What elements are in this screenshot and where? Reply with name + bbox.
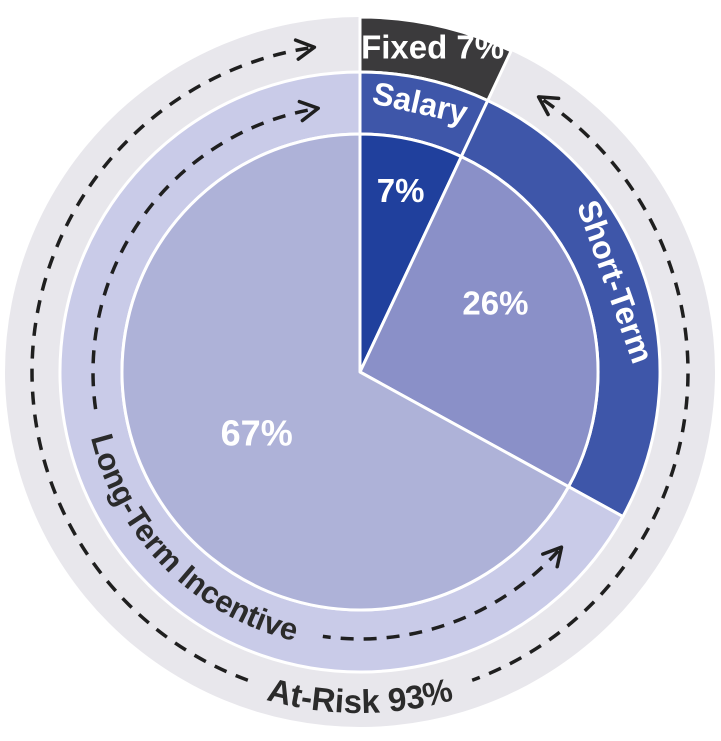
at-risk-arrow-clockwise-icon: [293, 38, 317, 61]
long-term-arrow-counterclockwise-icon: [541, 545, 564, 569]
long-term-value-label: 67%: [221, 413, 293, 454]
salary-value-label: 7%: [377, 172, 425, 209]
at-risk-arrow-counterclockwise-icon: [536, 95, 561, 117]
pie-slice-salary: [358, 132, 463, 374]
at-risk-dash-arc-right: [471, 98, 690, 682]
short-term-value-label: 26%: [462, 285, 528, 322]
long-term-dash-arc-bottom: [322, 549, 560, 641]
fixed-label: Fixed 7%: [361, 29, 504, 66]
long-term-dash-arc-left: [91, 107, 314, 410]
long-term-arrow-clockwise-icon: [297, 99, 320, 123]
pie-slice-long-term-incentive: [120, 132, 571, 612]
